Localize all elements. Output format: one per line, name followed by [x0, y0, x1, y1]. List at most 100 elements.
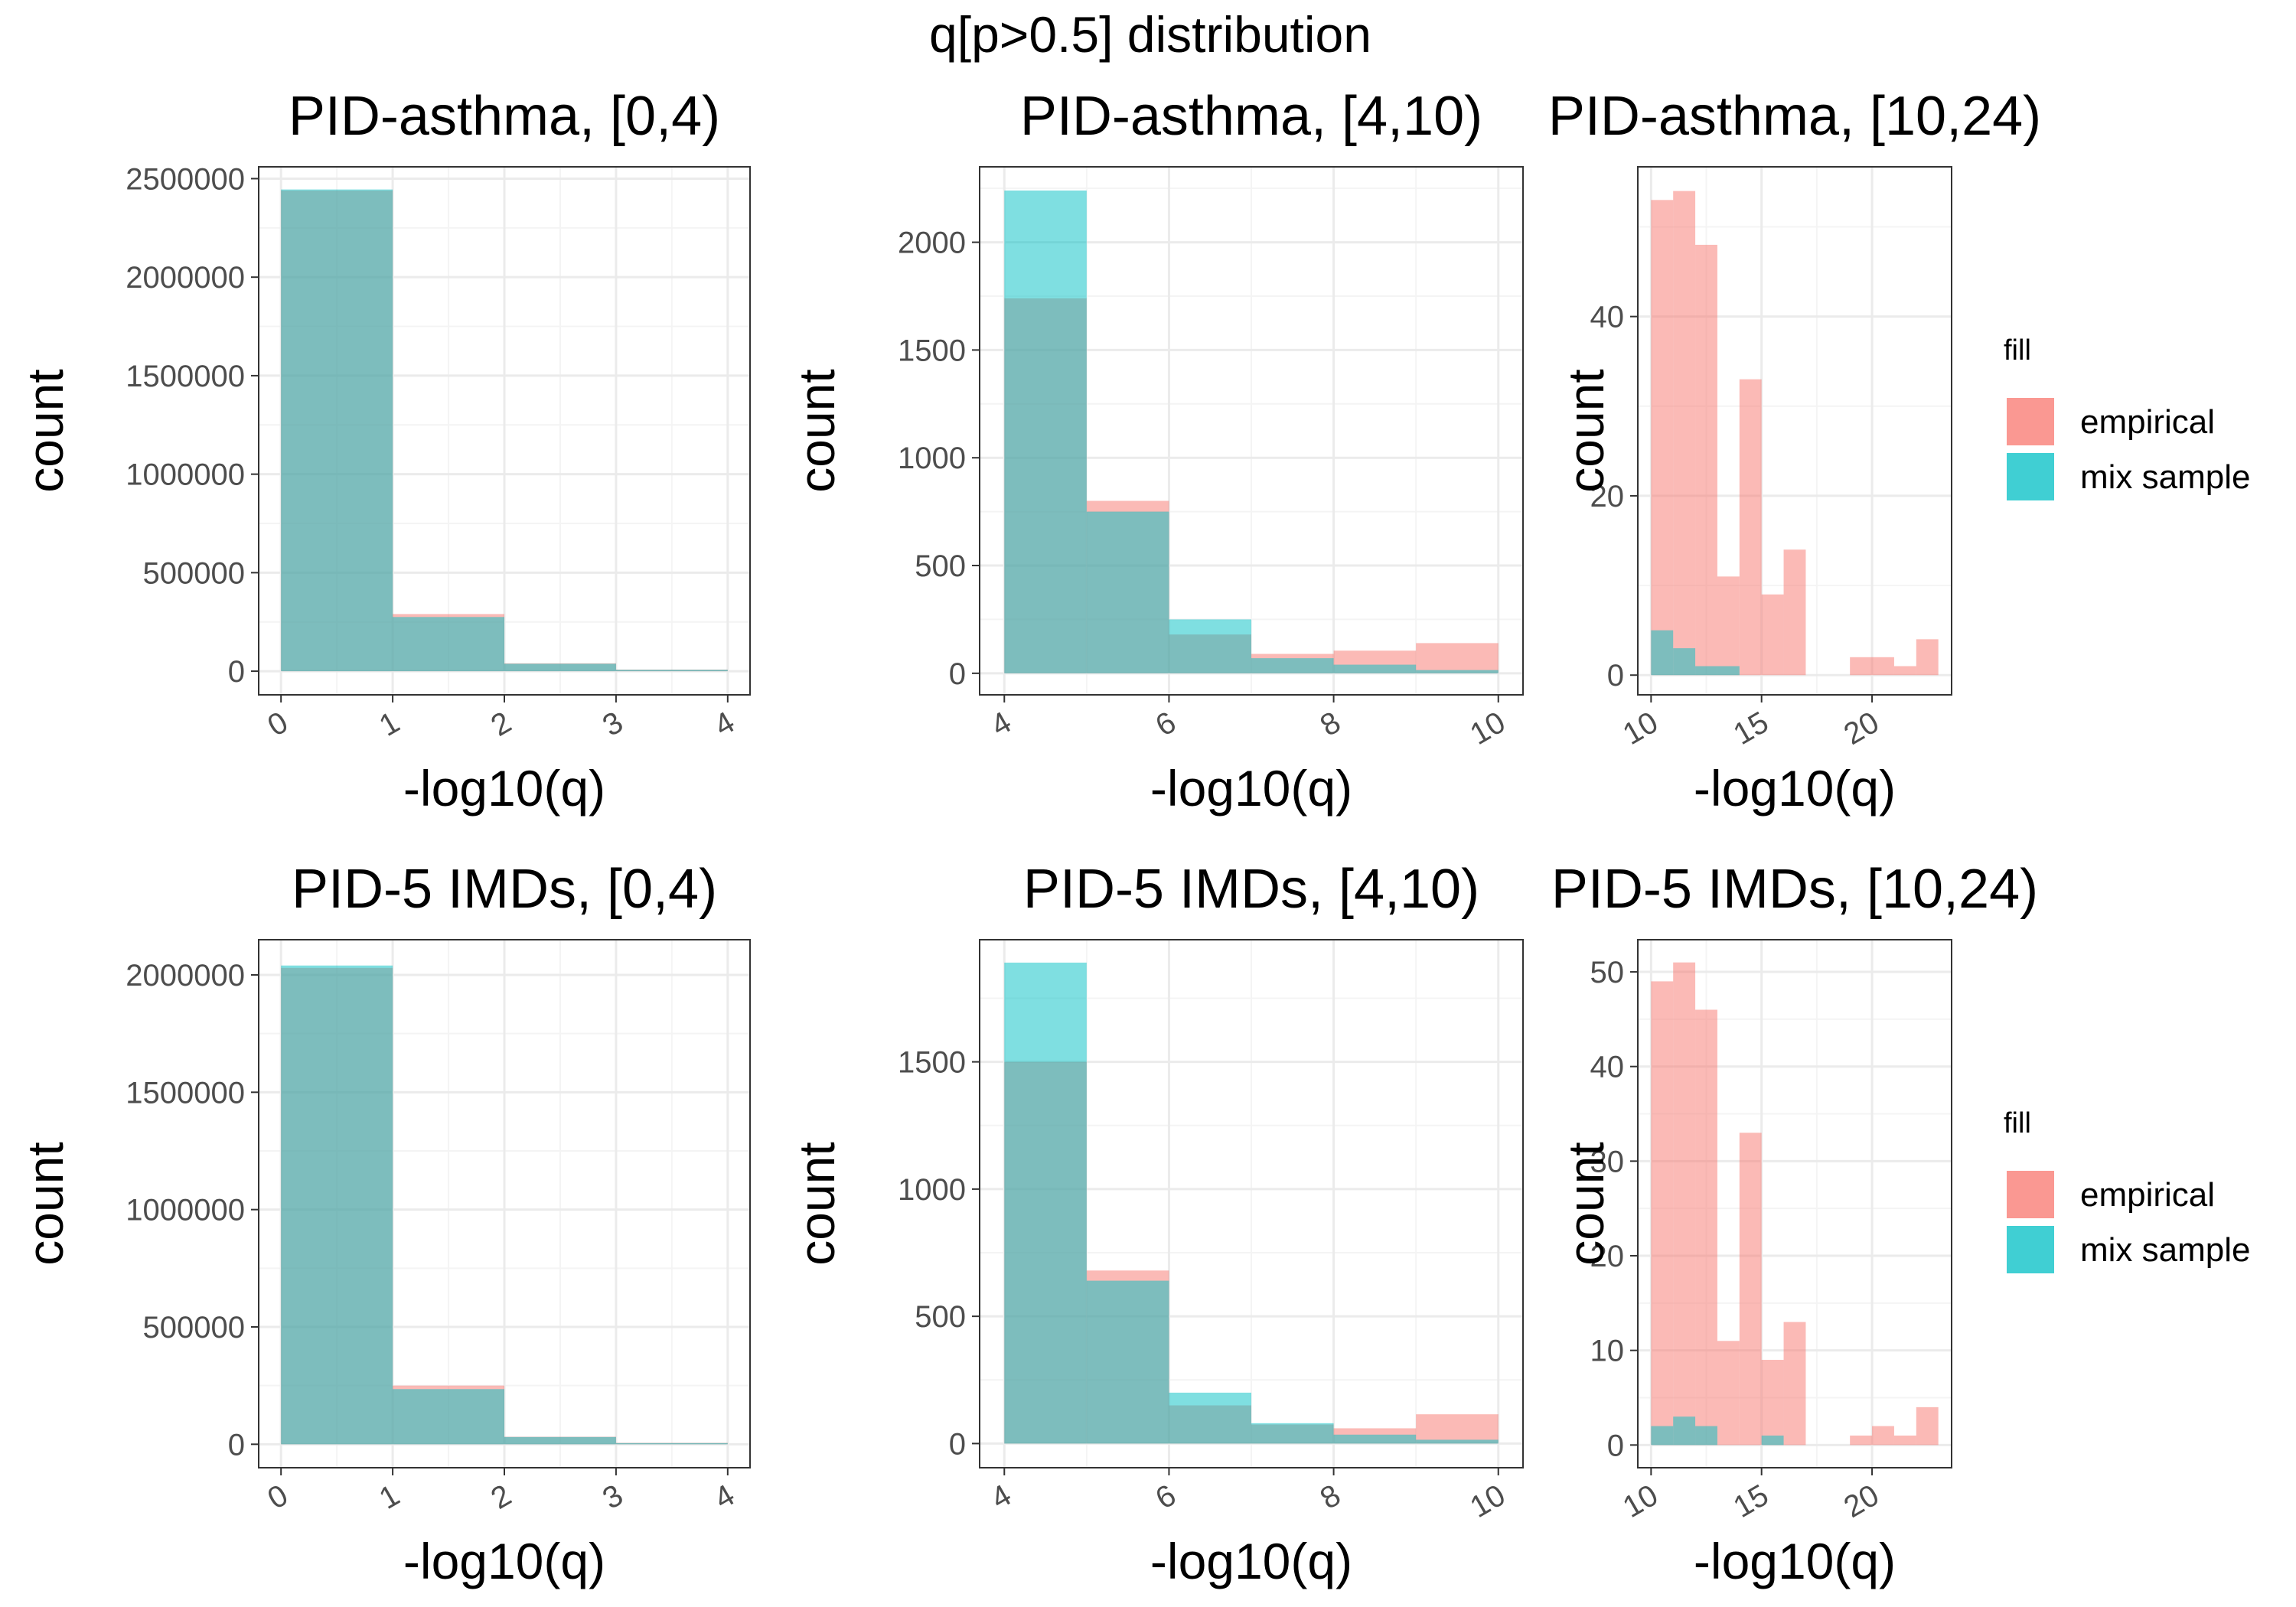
bar-empirical-11: [1872, 657, 1894, 676]
y-axis-title: count: [17, 369, 73, 492]
y-tick-label: 0: [949, 657, 966, 691]
y-axis-title: count: [788, 1142, 845, 1265]
legends: fill empirical mix sample fill empirical mix …: [2004, 334, 2251, 1275]
bar-mix-sample-4: [1251, 1423, 1334, 1444]
x-axis-title: -log10(q): [403, 1533, 605, 1589]
bar-mix-sample-3: [504, 1436, 616, 1445]
y-tick-label: 2500000: [126, 162, 245, 196]
legend-swatch-empirical: [2007, 1171, 2054, 1218]
legend-label: mix sample: [2080, 458, 2251, 496]
bar-empirical-1: [1651, 981, 1674, 1446]
bar-empirical-10: [1850, 657, 1873, 676]
bar-empirical-6: [1416, 1414, 1499, 1444]
bar-mix-sample-6: [1416, 670, 1499, 673]
bar-mix-sample-5: [1333, 664, 1417, 673]
panel-border: [979, 166, 1524, 696]
bar-empirical-13: [1916, 639, 1939, 676]
y-tick-label: 1000: [898, 442, 966, 475]
bar-mix-sample-1: [1004, 962, 1087, 1444]
y-tick-label: 30: [1590, 1145, 1625, 1178]
legend-swatch-mix-sample: [2007, 453, 2054, 500]
bar-mix-sample-6: [1761, 1435, 1784, 1446]
y-tick-label: 1500: [898, 334, 966, 367]
bar-empirical-13: [1916, 1407, 1939, 1446]
panel-title: PID-asthma, [10,24): [1548, 86, 2041, 147]
y-tick-label: 2000: [898, 227, 966, 260]
y-tick-label: 1000000: [126, 1194, 245, 1227]
y-tick-label: 2000000: [126, 261, 245, 295]
bar-mix-sample-3: [1169, 1392, 1251, 1444]
bar-empirical-4: [1717, 576, 1740, 676]
bar-mix-sample-5: [1333, 1434, 1417, 1444]
x-axis-title: -log10(q): [1694, 1533, 1896, 1589]
legend-title: fill: [2004, 334, 2031, 367]
bar-mix-sample-3: [1695, 1426, 1717, 1446]
panel-border: [1637, 939, 1952, 1468]
bar-mix-sample-3: [1169, 619, 1251, 673]
bar-mix-sample-2: [1673, 1416, 1696, 1446]
panel-title: PID-5 IMDs, [4,10): [1023, 859, 1479, 920]
y-tick-label: 20: [1590, 1240, 1625, 1273]
y-tick-label: 40: [1590, 1051, 1625, 1084]
panel-border: [1637, 166, 1952, 696]
bar-mix-sample-1: [281, 965, 393, 1445]
y-tick-label: 50: [1590, 956, 1625, 989]
y-tick-label: 20: [1590, 480, 1625, 513]
bar-mix-sample-1: [1004, 190, 1087, 673]
legend-title: fill: [2004, 1107, 2031, 1139]
bar-empirical-12: [1893, 1435, 1916, 1446]
y-tick-label: 1000000: [126, 458, 245, 492]
legend-2: fill empirical mix sample: [2004, 1107, 2251, 1275]
bar-empirical-6: [1416, 643, 1499, 673]
bar-mix-sample-3: [1695, 666, 1717, 676]
bar-empirical-2: [1673, 962, 1696, 1446]
y-axis-title: count: [788, 369, 845, 492]
bar-mix-sample-1: [281, 189, 393, 672]
legend-1: fill empirical mix sample: [2004, 334, 2251, 502]
y-tick-label: 0: [228, 1428, 245, 1462]
x-axis-title: -log10(q): [1150, 760, 1352, 817]
legend-label: empirical: [2080, 1176, 2215, 1214]
bar-mix-sample-6: [1416, 1439, 1499, 1444]
bar-mix-sample-2: [1673, 648, 1696, 676]
bar-empirical-12: [1893, 666, 1916, 676]
bar-empirical-7: [1783, 1322, 1806, 1446]
panel-title: PID-asthma, [0,4): [289, 86, 720, 147]
bar-mix-sample-2: [1086, 511, 1169, 673]
bar-mix-sample-1: [1651, 630, 1674, 676]
x-axis-title: -log10(q): [1150, 1533, 1352, 1589]
bar-empirical-3: [1695, 244, 1717, 676]
bar-empirical-2: [1673, 191, 1696, 676]
bar-empirical-10: [1850, 1435, 1873, 1446]
bar-empirical-3: [1695, 1009, 1717, 1446]
y-tick-label: 500: [915, 1300, 966, 1334]
x-axis-title: -log10(q): [403, 760, 605, 817]
bar-mix-sample-4: [615, 670, 728, 672]
bar-empirical-7: [1783, 549, 1806, 676]
y-tick-label: 0: [1607, 1429, 1624, 1462]
panel-title: PID-asthma, [4,10): [1020, 86, 1482, 147]
panel-title: PID-5 IMDs, [10,24): [1551, 859, 2038, 920]
legend-label: empirical: [2080, 403, 2215, 441]
y-tick-label: 0: [228, 655, 245, 689]
y-tick-label: 1500: [898, 1046, 966, 1080]
bar-mix-sample-4: [1717, 666, 1740, 676]
y-tick-label: 500000: [143, 1311, 245, 1345]
y-tick-label: 10: [1590, 1335, 1625, 1368]
x-axis-title: -log10(q): [1694, 760, 1896, 817]
y-tick-label: 500: [915, 549, 966, 583]
bar-mix-sample-2: [393, 617, 504, 672]
y-tick-label: 1500000: [126, 1076, 245, 1110]
y-tick-label: 0: [1607, 659, 1624, 693]
legend-swatch-mix-sample: [2007, 1226, 2054, 1273]
y-tick-label: 1500000: [126, 360, 245, 393]
legend-label: mix sample: [2080, 1231, 2251, 1269]
bar-empirical-6: [1761, 1360, 1784, 1446]
y-axis-title: count: [1557, 369, 1614, 492]
bar-mix-sample-2: [1086, 1280, 1169, 1444]
